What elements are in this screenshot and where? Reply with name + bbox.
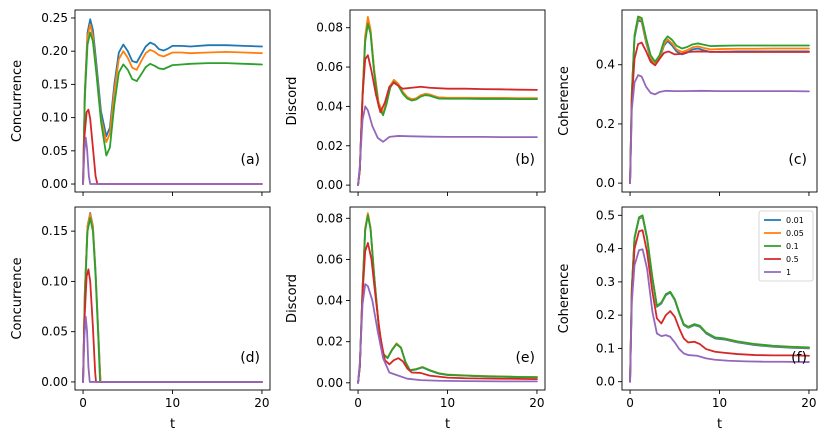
series-line-c-0.1 [629,15,810,185]
panel-c: 0.0 0.2 0.4 Coherence (c) [557,9,818,196]
y-tick-label: 0.00 [316,178,343,192]
y-tick-label: 0.04 [316,294,343,308]
panel-tag: (b) [515,152,535,168]
series-group [82,212,263,383]
series-line-b-0.05 [357,15,538,187]
y-tick-label: 0.1 [596,341,615,355]
y-tick-label: 0.00 [41,177,68,191]
legend-frame [758,210,814,282]
y-tick-label: 0.0 [596,375,615,389]
panel-a: 0.00 0.05 0.10 0.15 0.20 0.25 Concurrence (a) [10,9,271,196]
series-line-b-0.1 [357,22,538,187]
y-axis-label: Concurrence [10,257,25,339]
y-tick-label: 0.2 [596,117,615,131]
y-tick-label: 0.08 [316,21,343,35]
x-axis-label: t [170,417,175,432]
y-tick-label: 0.10 [41,274,68,288]
series-line-f-1 [629,248,810,383]
legend: 0.01 0.05 0.1 0.5 1 [758,210,814,282]
x-tick-label: 20 [801,396,816,410]
y-tick-label: 0.25 [41,11,68,25]
y-axis-label: Discord [285,274,300,323]
y-tick-label: 0.4 [596,242,615,256]
series-line-b-0.5 [357,54,538,187]
series-group [629,214,810,383]
series-line-f-0.1 [629,214,810,383]
panel-e: 0.00 0.02 0.04 0.06 0.08 0 10 20 Discord t (e) [285,206,546,432]
y-axis-label: Coherence [557,66,572,136]
series-line-a-1 [82,136,263,185]
panel-tag: (d) [240,350,260,366]
series-line-f-0.5 [629,229,810,383]
series-line-e-1 [357,283,538,384]
y-axis-label: Coherence [557,264,572,334]
legend-entry: 0.1 [786,242,799,251]
y-tick-label: 0.05 [41,325,68,339]
y-tick-label: 0.15 [41,224,68,238]
series-line-a-0.01 [82,18,263,185]
legend-entry: 0.5 [786,255,799,264]
x-tick-label: 10 [440,396,455,410]
panel-tag: (a) [240,152,260,168]
series-line-a-0.05 [82,23,263,185]
y-tick-label: 0.05 [41,144,68,158]
y-tick-label: 0.4 [596,58,615,72]
y-tick-label: 0.3 [596,275,615,289]
series-group [357,212,538,384]
series-line-e-0.5 [357,242,538,384]
y-tick-label: 0.0 [596,176,615,190]
series-group [357,15,538,187]
series-line-c-1 [629,74,810,185]
series-group [82,18,263,185]
x-axis-label: t [445,417,450,432]
panel-tag: (e) [515,350,535,366]
x-axis-label: t [717,417,722,432]
series-line-d-1 [82,315,263,383]
x-tick-label: 0 [79,396,87,410]
series-group [629,15,810,185]
series-line-d-0.01 [82,212,263,383]
legend-entry: 0.05 [786,229,804,238]
x-tick-label: 10 [165,396,180,410]
y-tick-label: 0.5 [596,208,615,222]
x-tick-label: 20 [529,396,544,410]
panel-b: 0.00 0.02 0.04 0.06 0.08 Discord (b) [285,9,546,196]
y-tick-label: 0.06 [316,60,343,74]
y-tick-label: 0.02 [316,139,343,153]
series-line-b-1 [357,105,538,187]
y-tick-label: 0.20 [41,44,68,58]
panel-tag: (f) [791,350,807,366]
y-tick-label: 0.00 [316,376,343,390]
panel-tag: (c) [788,152,807,168]
legend-entry: 1 [786,268,791,277]
series-line-a-0.1 [82,31,263,185]
y-tick-label: 0.04 [316,99,343,113]
series-line-d-0.1 [82,217,263,383]
series-line-e-0.1 [357,214,538,384]
panel-d: 0.00 0.05 0.10 0.15 0 10 20 Concurrence t (d) [10,206,271,432]
y-tick-label: 0.06 [316,252,343,266]
series-line-d-0.05 [82,213,263,383]
x-tick-label: 20 [254,396,269,410]
y-tick-label: 0.02 [316,335,343,349]
y-tick-label: 0.2 [596,308,615,322]
y-axis-label: Discord [285,77,300,126]
y-tick-label: 0.00 [41,375,68,389]
series-line-c-0.05 [629,17,810,185]
x-tick-label: 10 [712,396,727,410]
y-tick-label: 0.08 [316,211,343,225]
series-line-a-0.5 [82,108,263,185]
series-line-c-0.5 [629,41,810,185]
panel-f: 0.0 0.1 0.2 0.3 0.4 0.5 0 10 20 Coherence t (f) 0.01… [557,206,818,432]
series-line-d-0.5 [82,268,263,383]
x-tick-label: 0 [354,396,362,410]
y-tick-label: 0.10 [41,111,68,125]
y-axis-label: Concurrence [10,60,25,142]
x-tick-label: 0 [626,396,634,410]
legend-entry: 0.01 [786,216,804,225]
y-tick-label: 0.15 [41,77,68,91]
